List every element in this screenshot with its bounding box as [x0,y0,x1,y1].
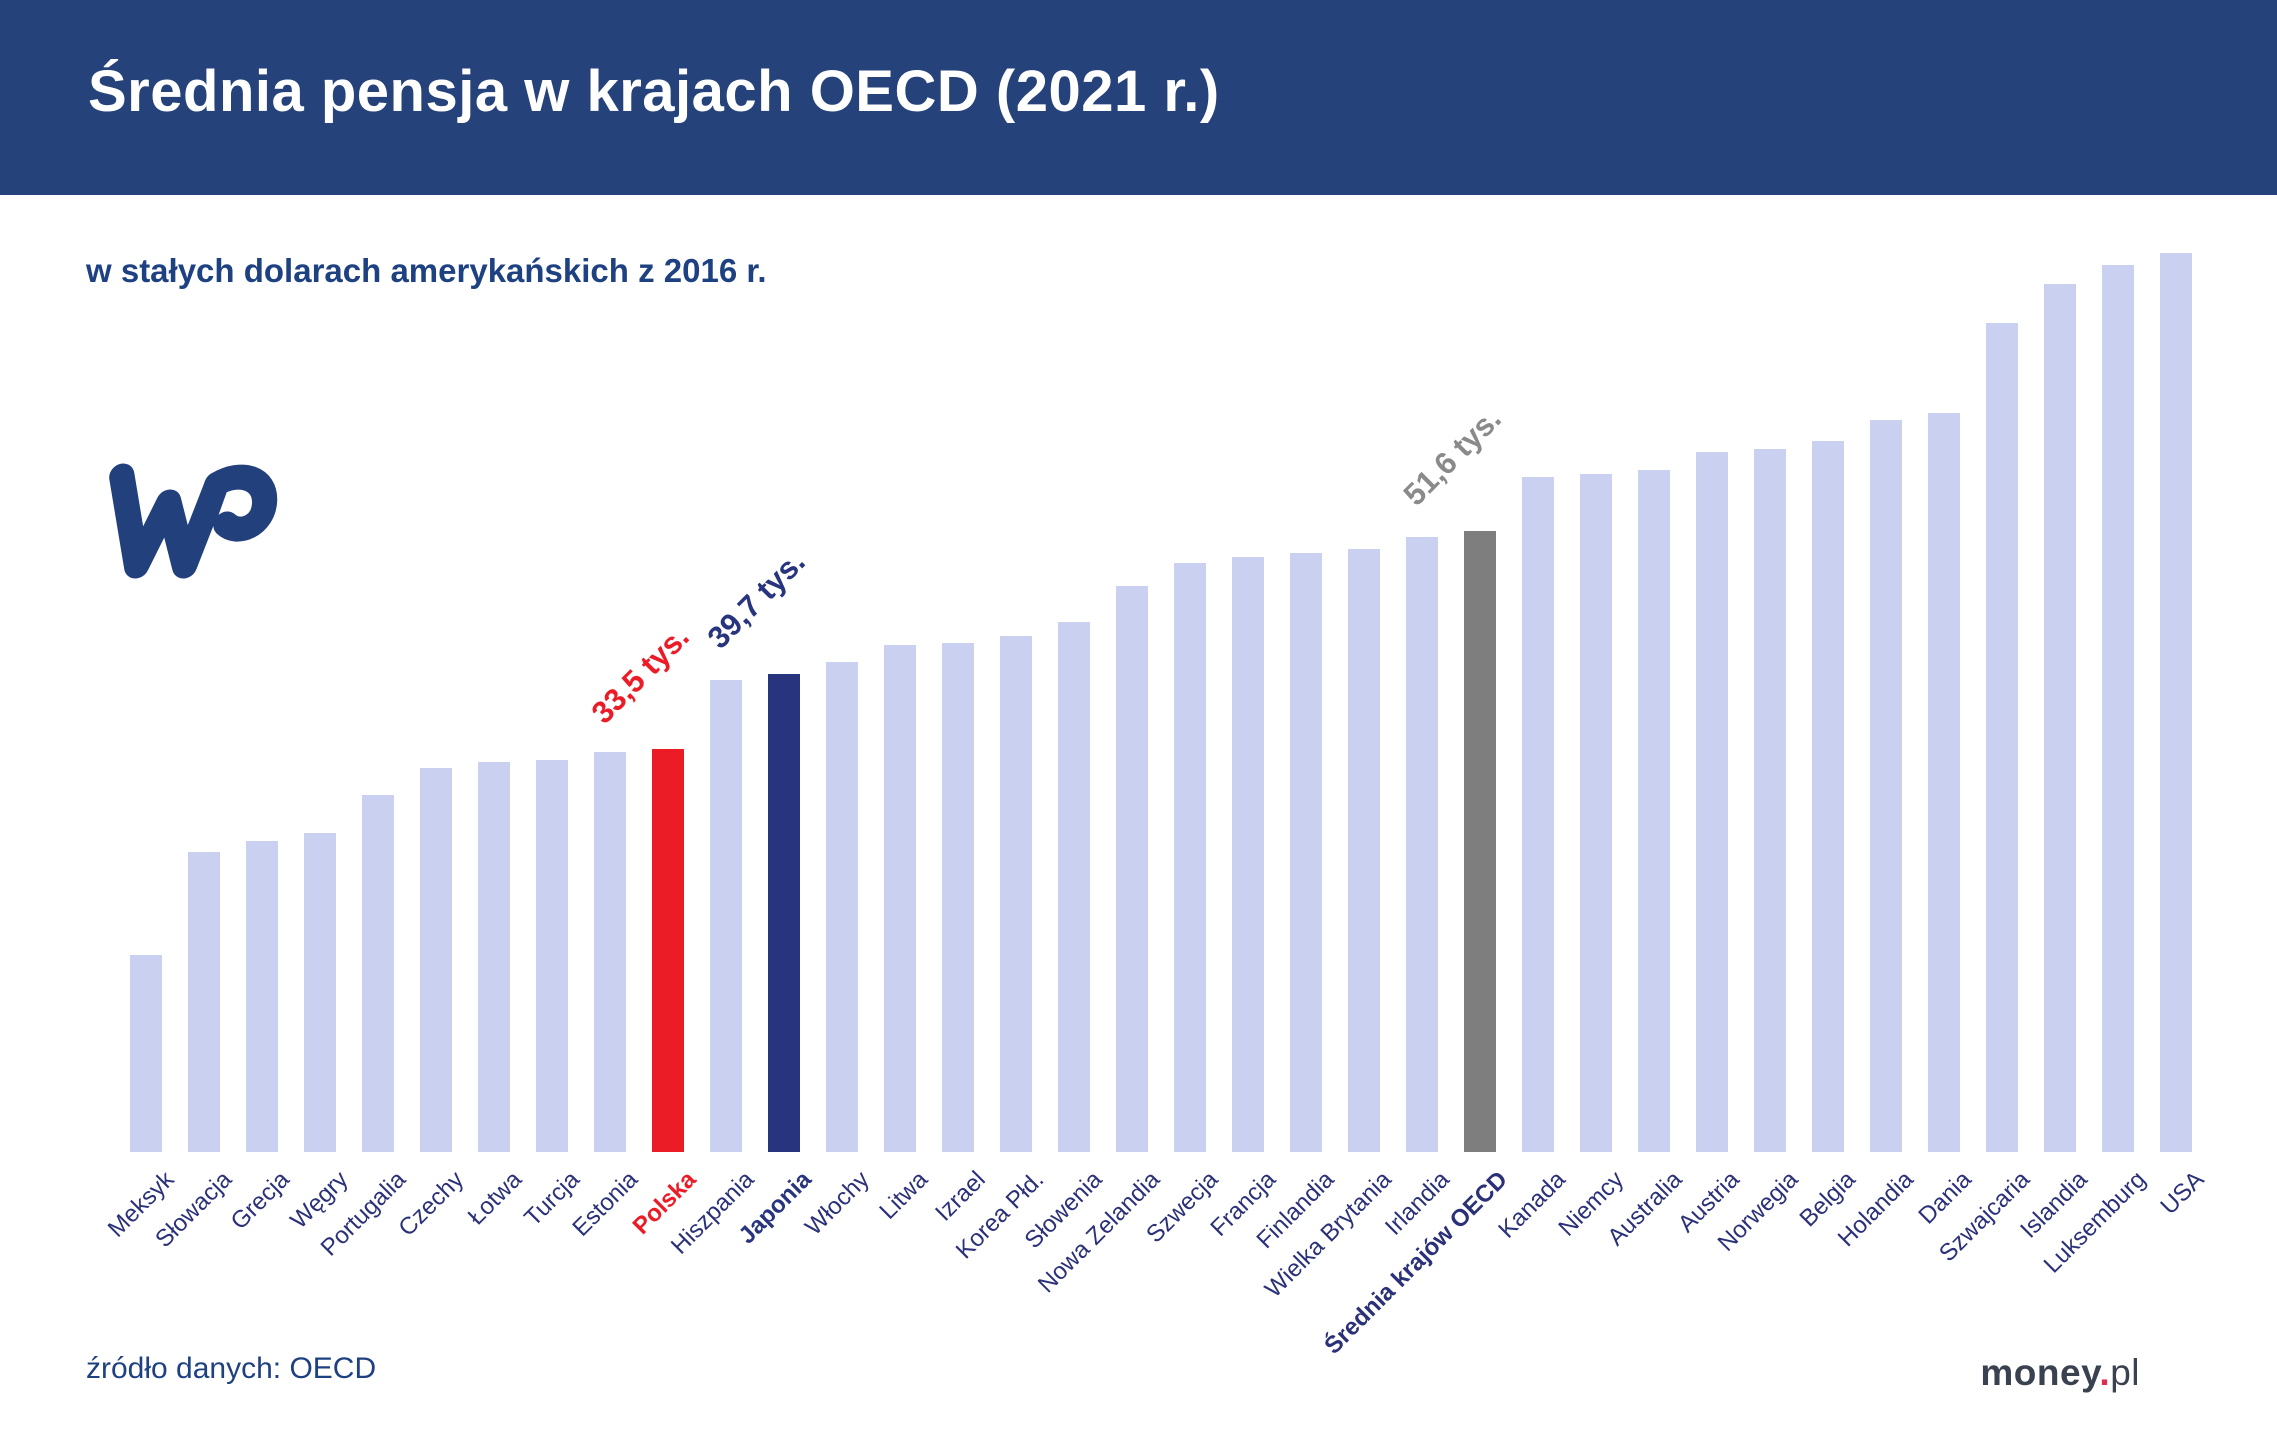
bar-Finlandia [1290,553,1322,1152]
moneypl-logo-money: money [1980,1352,2100,1393]
annotation-Polska: 33,5 tys. [584,619,696,731]
chart-subtitle: w stałych dolarach amerykańskich z 2016 … [86,252,767,289]
bar-Wielka Brytania [1348,549,1380,1152]
bar-Australia [1638,470,1670,1152]
bar-Grecja [246,841,278,1152]
bar-Polska [652,749,684,1152]
bar-Francja [1232,557,1264,1152]
moneypl-logo: money.pl [1980,1352,2140,1394]
bar-Nowa Zelandia [1116,586,1148,1152]
bar-Norwegia [1754,449,1786,1152]
header-band: Średnia pensja w krajach OECD (2021 r.) [0,0,2277,195]
axis-label-Estonia: Estonia [567,1166,644,1242]
bar-USA [2160,253,2192,1152]
axis-label-USA: USA [2155,1166,2210,1220]
bar-Belgia [1812,441,1844,1152]
bar-Luksemburg [2102,265,2134,1152]
bar-Słowenia [1058,622,1090,1152]
bar-Hiszpania [710,680,742,1152]
axis-label-Litwa: Litwa [874,1166,934,1225]
axis-label-Włochy: Włochy [800,1166,876,1241]
axis-label-Łotwa: Łotwa [462,1166,528,1231]
bar-Holandia [1870,420,1902,1152]
bar-Korea Płd. [1000,636,1032,1152]
bar-Słowacja [188,852,220,1152]
axis-label-Czechy: Czechy [393,1166,470,1242]
wp-logo-icon [109,463,278,579]
moneypl-logo-dot: . [2099,1352,2111,1393]
bar-Szwecja [1174,563,1206,1152]
bar-Łotwa [478,762,510,1152]
moneypl-logo-pl: pl [2110,1352,2140,1393]
bar-Estonia [594,752,626,1152]
bar-Japonia [768,674,800,1152]
axis-label-Grecja: Grecja [226,1166,296,1236]
annotation-Średnia krajów OECD: 51,6 tys. [1396,401,1508,513]
bar-Irlandia [1406,537,1438,1152]
annotation-Japonia: 39,7 tys. [700,544,812,656]
bar-Niemcy [1580,474,1612,1152]
bar-Węgry [304,833,336,1152]
bar-Średnia krajów OECD [1464,531,1496,1152]
bar-Austria [1696,452,1728,1152]
bar-Portugalia [362,795,394,1152]
bar-Szwajcaria [1986,323,2018,1152]
source-note: źródło danych: OECD [86,1352,377,1385]
page-title: Średnia pensja w krajach OECD (2021 r.) [88,59,1220,124]
bar-Dania [1928,413,1960,1152]
bar-Czechy [420,768,452,1152]
wp-logo [90,458,290,598]
bar-Islandia [2044,284,2076,1152]
bar-Kanada [1522,477,1554,1152]
bar-Turcja [536,760,568,1152]
bar-Włochy [826,662,858,1152]
bar-Litwa [884,645,916,1152]
bar-Meksyk [130,955,162,1152]
bar-Izrael [942,643,974,1152]
